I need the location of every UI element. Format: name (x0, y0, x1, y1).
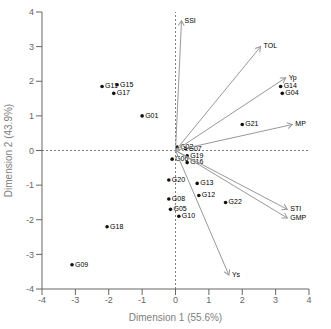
svg-text:2: 2 (240, 295, 245, 305)
svg-text:-3: -3 (26, 250, 34, 260)
svg-text:-1: -1 (26, 180, 34, 190)
svg-text:Dimension 2 (43.9%): Dimension 2 (43.9%) (8, 104, 14, 197)
svg-text:G01: G01 (145, 112, 158, 119)
svg-text:G14: G14 (284, 82, 297, 89)
svg-text:Ys: Ys (232, 271, 241, 278)
svg-text:3: 3 (273, 295, 278, 305)
svg-text:G22: G22 (229, 198, 242, 205)
svg-text:-3: -3 (71, 295, 79, 305)
svg-text:G12: G12 (202, 191, 215, 198)
svg-text:G10: G10 (182, 212, 195, 219)
svg-text:-1: -1 (138, 295, 146, 305)
svg-text:4: 4 (306, 295, 311, 305)
svg-text:G17: G17 (117, 89, 130, 96)
svg-text:G05: G05 (173, 205, 187, 213)
svg-text:3: 3 (29, 42, 34, 52)
svg-text:G15: G15 (120, 81, 133, 88)
svg-text:Dimension 1 (55.6%): Dimension 1 (55.6%) (129, 312, 222, 323)
svg-text:STI: STI (290, 205, 301, 212)
svg-text:-2: -2 (26, 215, 34, 225)
svg-text:1: 1 (206, 295, 211, 305)
svg-text:TOL: TOL (264, 42, 278, 49)
svg-text:SSI: SSI (185, 17, 196, 24)
svg-text:G09: G09 (75, 261, 88, 268)
svg-text:G21: G21 (245, 120, 258, 127)
svg-text:0: 0 (29, 146, 34, 156)
svg-text:0: 0 (173, 295, 178, 305)
svg-text:4: 4 (29, 7, 34, 17)
svg-text:-4: -4 (26, 284, 34, 294)
svg-text:Yp: Yp (289, 74, 297, 82)
svg-text:GMP: GMP (290, 214, 306, 221)
svg-text:G08: G08 (172, 195, 185, 202)
svg-text:G11: G11 (105, 82, 118, 90)
svg-text:G06: G06 (175, 155, 189, 162)
svg-text:2: 2 (29, 76, 34, 86)
svg-text:G16: G16 (190, 158, 204, 166)
svg-text:MP: MP (295, 120, 306, 127)
svg-text:-2: -2 (105, 295, 113, 305)
svg-text:-4: -4 (38, 295, 46, 305)
svg-text:G04: G04 (285, 89, 298, 96)
svg-text:1: 1 (29, 111, 34, 121)
svg-text:G18: G18 (110, 223, 123, 230)
svg-text:G20: G20 (172, 176, 185, 183)
svg-text:G13: G13 (200, 179, 213, 186)
svg-text:G19: G19 (190, 152, 203, 159)
